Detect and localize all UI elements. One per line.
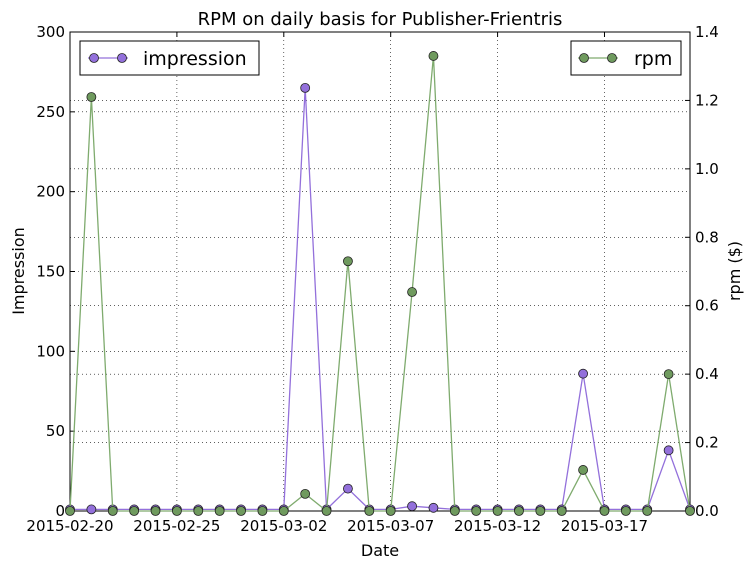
point-rpm (685, 506, 695, 516)
point-impression (428, 502, 439, 513)
y-tick-label: 300 (36, 23, 65, 41)
y2-tick-label: 1.2 (695, 91, 719, 109)
point-rpm (364, 506, 375, 516)
y-tick-label: 200 (36, 183, 65, 201)
x-tick-label: 2015-03-17 (561, 517, 648, 535)
y-tick-label: 0 (55, 502, 65, 520)
grid (69, 32, 690, 511)
point-rpm (578, 465, 589, 475)
point-rpm (278, 506, 289, 516)
legend-impression-label: impression (143, 48, 247, 70)
legend-rpm-label: rpm (634, 48, 672, 70)
point-rpm (385, 506, 396, 516)
x-tick-label: 2015-03-02 (240, 517, 327, 535)
point-rpm (65, 506, 75, 516)
y-axis-left: 0 50 100 150 200 250 300 (36, 23, 75, 520)
y-tick-label: 50 (46, 422, 65, 440)
point-rpm (150, 506, 161, 516)
point-rpm (535, 506, 546, 516)
chart-title: RPM on daily basis for Publisher-Frientr… (198, 9, 563, 30)
series-line-impression (70, 87, 691, 511)
point-rpm (321, 506, 332, 516)
point-rpm (407, 287, 417, 297)
point-rpm (428, 51, 439, 61)
point-rpm (86, 92, 97, 102)
y2-tick-label: 1.0 (695, 160, 719, 178)
point-rpm (663, 369, 674, 380)
point-rpm (642, 506, 653, 516)
y2-tick-label: 0.2 (695, 434, 719, 452)
point-impression (407, 501, 417, 512)
point-rpm (343, 256, 353, 267)
y-tick-label: 250 (36, 103, 65, 121)
point-rpm (214, 506, 225, 516)
legend-rpm: rpm (570, 40, 682, 76)
series-layer (65, 51, 695, 516)
y-axis-title: Impression (9, 227, 28, 315)
y-tick-label: 150 (36, 263, 65, 281)
point-rpm (599, 506, 610, 516)
x-axis-title: Date (361, 541, 399, 560)
point-rpm (471, 506, 482, 516)
point-rpm (257, 506, 268, 516)
point-impression (86, 504, 97, 515)
y2-tick-label: 0.6 (695, 297, 719, 315)
point-rpm (236, 506, 246, 516)
point-rpm (107, 506, 118, 516)
point-rpm (449, 506, 460, 516)
y-tick-label: 100 (36, 342, 65, 360)
point-rpm (171, 506, 182, 516)
x-tick-label: 2015-02-20 (26, 517, 113, 535)
point-rpm (556, 506, 567, 516)
point-impression (663, 445, 674, 456)
y2-tick-label: 0.0 (695, 502, 719, 520)
legend-rpm-marker-a (579, 53, 589, 63)
legend-impression-marker-b (117, 53, 127, 63)
point-rpm (129, 506, 140, 516)
x-tick-label: 2015-02-25 (133, 517, 220, 535)
point-impression (300, 82, 311, 93)
x-axis: 2015-02-20 2015-02-25 2015-03-02 2015-03-07… (26, 32, 648, 535)
point-impression (343, 483, 353, 494)
legend-impression-marker-a (89, 53, 99, 63)
y2-tick-label: 0.8 (695, 228, 719, 246)
y2-axis-title: rpm ($) (725, 241, 744, 301)
y-axis-right: 0.0 0.2 0.4 0.6 0.8 1.0 1.2 1.4 (685, 23, 719, 520)
y2-tick-label: 0.4 (695, 365, 719, 383)
legend-rpm-marker-b (607, 53, 617, 63)
x-tick-label: 2015-03-12 (454, 517, 541, 535)
point-rpm (193, 506, 204, 516)
y2-tick-label: 1.4 (695, 23, 719, 41)
point-rpm (492, 506, 503, 516)
point-rpm (514, 506, 524, 516)
point-rpm (620, 506, 631, 516)
legend-impression: impression (79, 40, 260, 76)
point-rpm (300, 488, 311, 499)
x-tick-label: 2015-03-07 (347, 517, 434, 535)
point-impression (578, 368, 589, 379)
